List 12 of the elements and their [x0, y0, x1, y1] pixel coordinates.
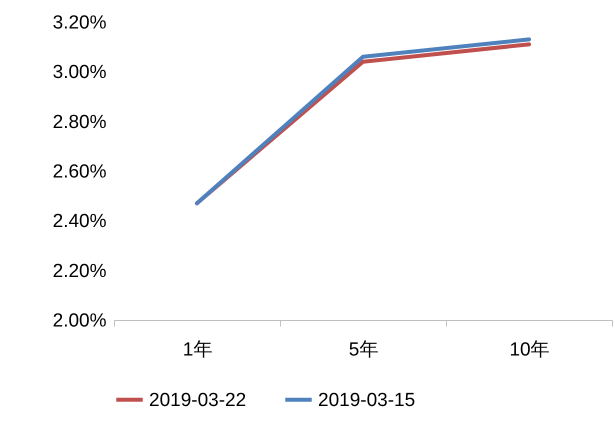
y-tick-label: 2.20% — [52, 260, 107, 282]
y-tick-label: 2.00% — [52, 310, 107, 332]
y-tick-label: 3.20% — [52, 12, 107, 34]
y-tick-label: 2.40% — [52, 211, 107, 232]
x-tick-label: 1年 — [182, 340, 212, 360]
y-tick-label: 2.80% — [52, 112, 107, 133]
x-tick-label: 5年 — [348, 340, 378, 360]
legend-label: 2019-03-15 — [318, 390, 416, 411]
y-tick-label: 2.60% — [52, 162, 107, 182]
y-tick-label: 3.00% — [52, 62, 107, 84]
x-tick-label: 10年 — [509, 340, 550, 360]
legend-label: 2019-03-22 — [149, 390, 246, 411]
